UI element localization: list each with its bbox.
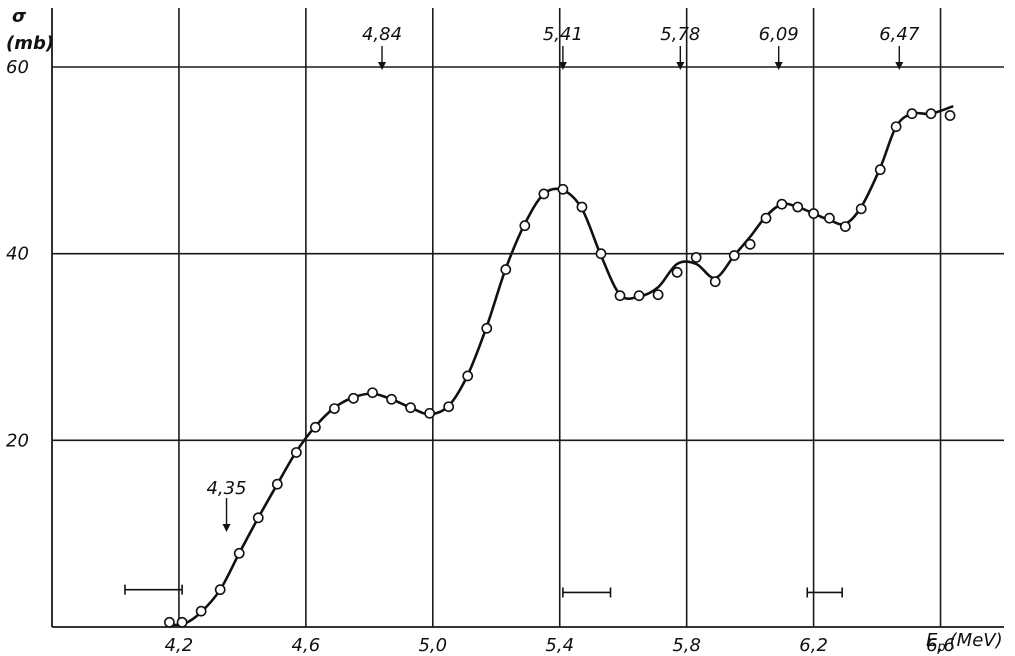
data-point — [760, 212, 772, 224]
y-tick-label: 60 — [6, 57, 29, 78]
data-point — [271, 478, 283, 490]
data-point — [424, 407, 436, 419]
data-point — [500, 264, 512, 275]
arrow-head — [676, 62, 685, 70]
arrow-label: 5,78 — [660, 24, 700, 45]
fit-curve-layer — [169, 104, 954, 627]
resolution-bar — [562, 587, 612, 598]
data-point — [925, 108, 937, 120]
data-point — [776, 198, 788, 210]
data-point — [252, 512, 264, 524]
data-point — [944, 110, 956, 121]
x-tick-label: 6,6 — [926, 635, 955, 656]
data-point — [576, 201, 588, 213]
resonance-arrow: 6,09 — [759, 24, 799, 70]
data-point — [348, 392, 359, 404]
arrow-label: 4,35 — [206, 478, 246, 499]
data-point — [557, 183, 569, 195]
resolution-bar — [806, 587, 843, 598]
data-point — [671, 266, 683, 278]
data-point — [367, 387, 378, 399]
data-point — [233, 547, 245, 559]
arrow-label: 6,47 — [879, 24, 920, 45]
data-point — [744, 238, 756, 250]
resonance-arrow: 6,47 — [879, 24, 920, 70]
arrow-label: 5,41 — [543, 24, 583, 45]
x-tick-label: 4,2 — [165, 635, 194, 656]
data-point — [614, 290, 626, 302]
data-point — [405, 402, 416, 414]
arrow-label: 6,09 — [759, 24, 799, 45]
data-point — [906, 108, 918, 120]
data-point — [855, 203, 867, 215]
y-tick-label: 40 — [6, 244, 29, 265]
y-axis-title-symbol: σ — [12, 6, 27, 27]
data-point — [164, 616, 175, 628]
data-point — [633, 290, 645, 302]
arrow-label: 4,84 — [362, 24, 402, 45]
arrow-head — [378, 62, 387, 70]
grid-layer — [52, 8, 1004, 627]
plot-frame — [51, 8, 1004, 628]
x-tick-label: 5,8 — [672, 635, 701, 656]
data-point — [481, 322, 493, 334]
data-point — [792, 201, 804, 213]
resonance-arrows: 4,35 4,84 5,41 5,78 6,09 6,47 — [206, 24, 920, 532]
fit-curve — [169, 104, 954, 627]
x-axis-label-unit: (MeV) — [950, 630, 1003, 651]
tick-labels: 4,2 4,6 5,0 5,4 5,8 6,2 6,6 20 40 60 — [6, 57, 955, 656]
data-point — [824, 212, 835, 224]
resonance-arrow: 4,35 — [206, 478, 247, 532]
data-point — [195, 605, 207, 617]
data-point — [709, 276, 721, 288]
data-point — [728, 250, 740, 261]
data-point — [443, 401, 455, 413]
data-point — [309, 421, 321, 433]
data-point — [519, 220, 531, 232]
arrow-head — [895, 62, 904, 70]
arrow-head — [558, 62, 567, 70]
data-point — [595, 248, 607, 260]
data-point — [538, 188, 550, 200]
y-axis-title-unit: (mb) — [6, 33, 54, 54]
x-tick-label: 5,4 — [545, 635, 574, 656]
resonance-arrow: 4,84 — [362, 24, 402, 70]
y-tick-label: 20 — [6, 430, 29, 451]
resonance-arrow: 5,41 — [543, 24, 583, 70]
resolution-bar — [124, 584, 183, 595]
data-point — [462, 370, 474, 382]
x-tick-label: 6,2 — [799, 635, 828, 656]
x-tick-label: 4,6 — [292, 635, 321, 656]
arrow-head — [774, 62, 783, 70]
data-point — [214, 584, 226, 596]
data-point — [808, 208, 819, 219]
x-axis-label: Ep (MeV) — [926, 630, 1003, 655]
arrow-head — [222, 524, 231, 532]
data-point — [652, 289, 664, 301]
data-point — [890, 121, 902, 133]
data-point — [176, 616, 188, 628]
energy-resolution-bars — [124, 584, 843, 598]
data-points-layer — [164, 108, 956, 628]
x-axis-label-symbol: E — [926, 630, 938, 651]
data-point — [386, 393, 397, 405]
data-point — [290, 447, 302, 458]
data-point — [690, 251, 702, 263]
x-axis-label-subscript: p — [936, 640, 945, 655]
data-point — [874, 164, 886, 176]
x-tick-label: 5,0 — [418, 635, 447, 656]
data-point — [329, 403, 340, 414]
resonance-arrow: 5,78 — [660, 24, 700, 70]
data-point — [839, 221, 851, 232]
